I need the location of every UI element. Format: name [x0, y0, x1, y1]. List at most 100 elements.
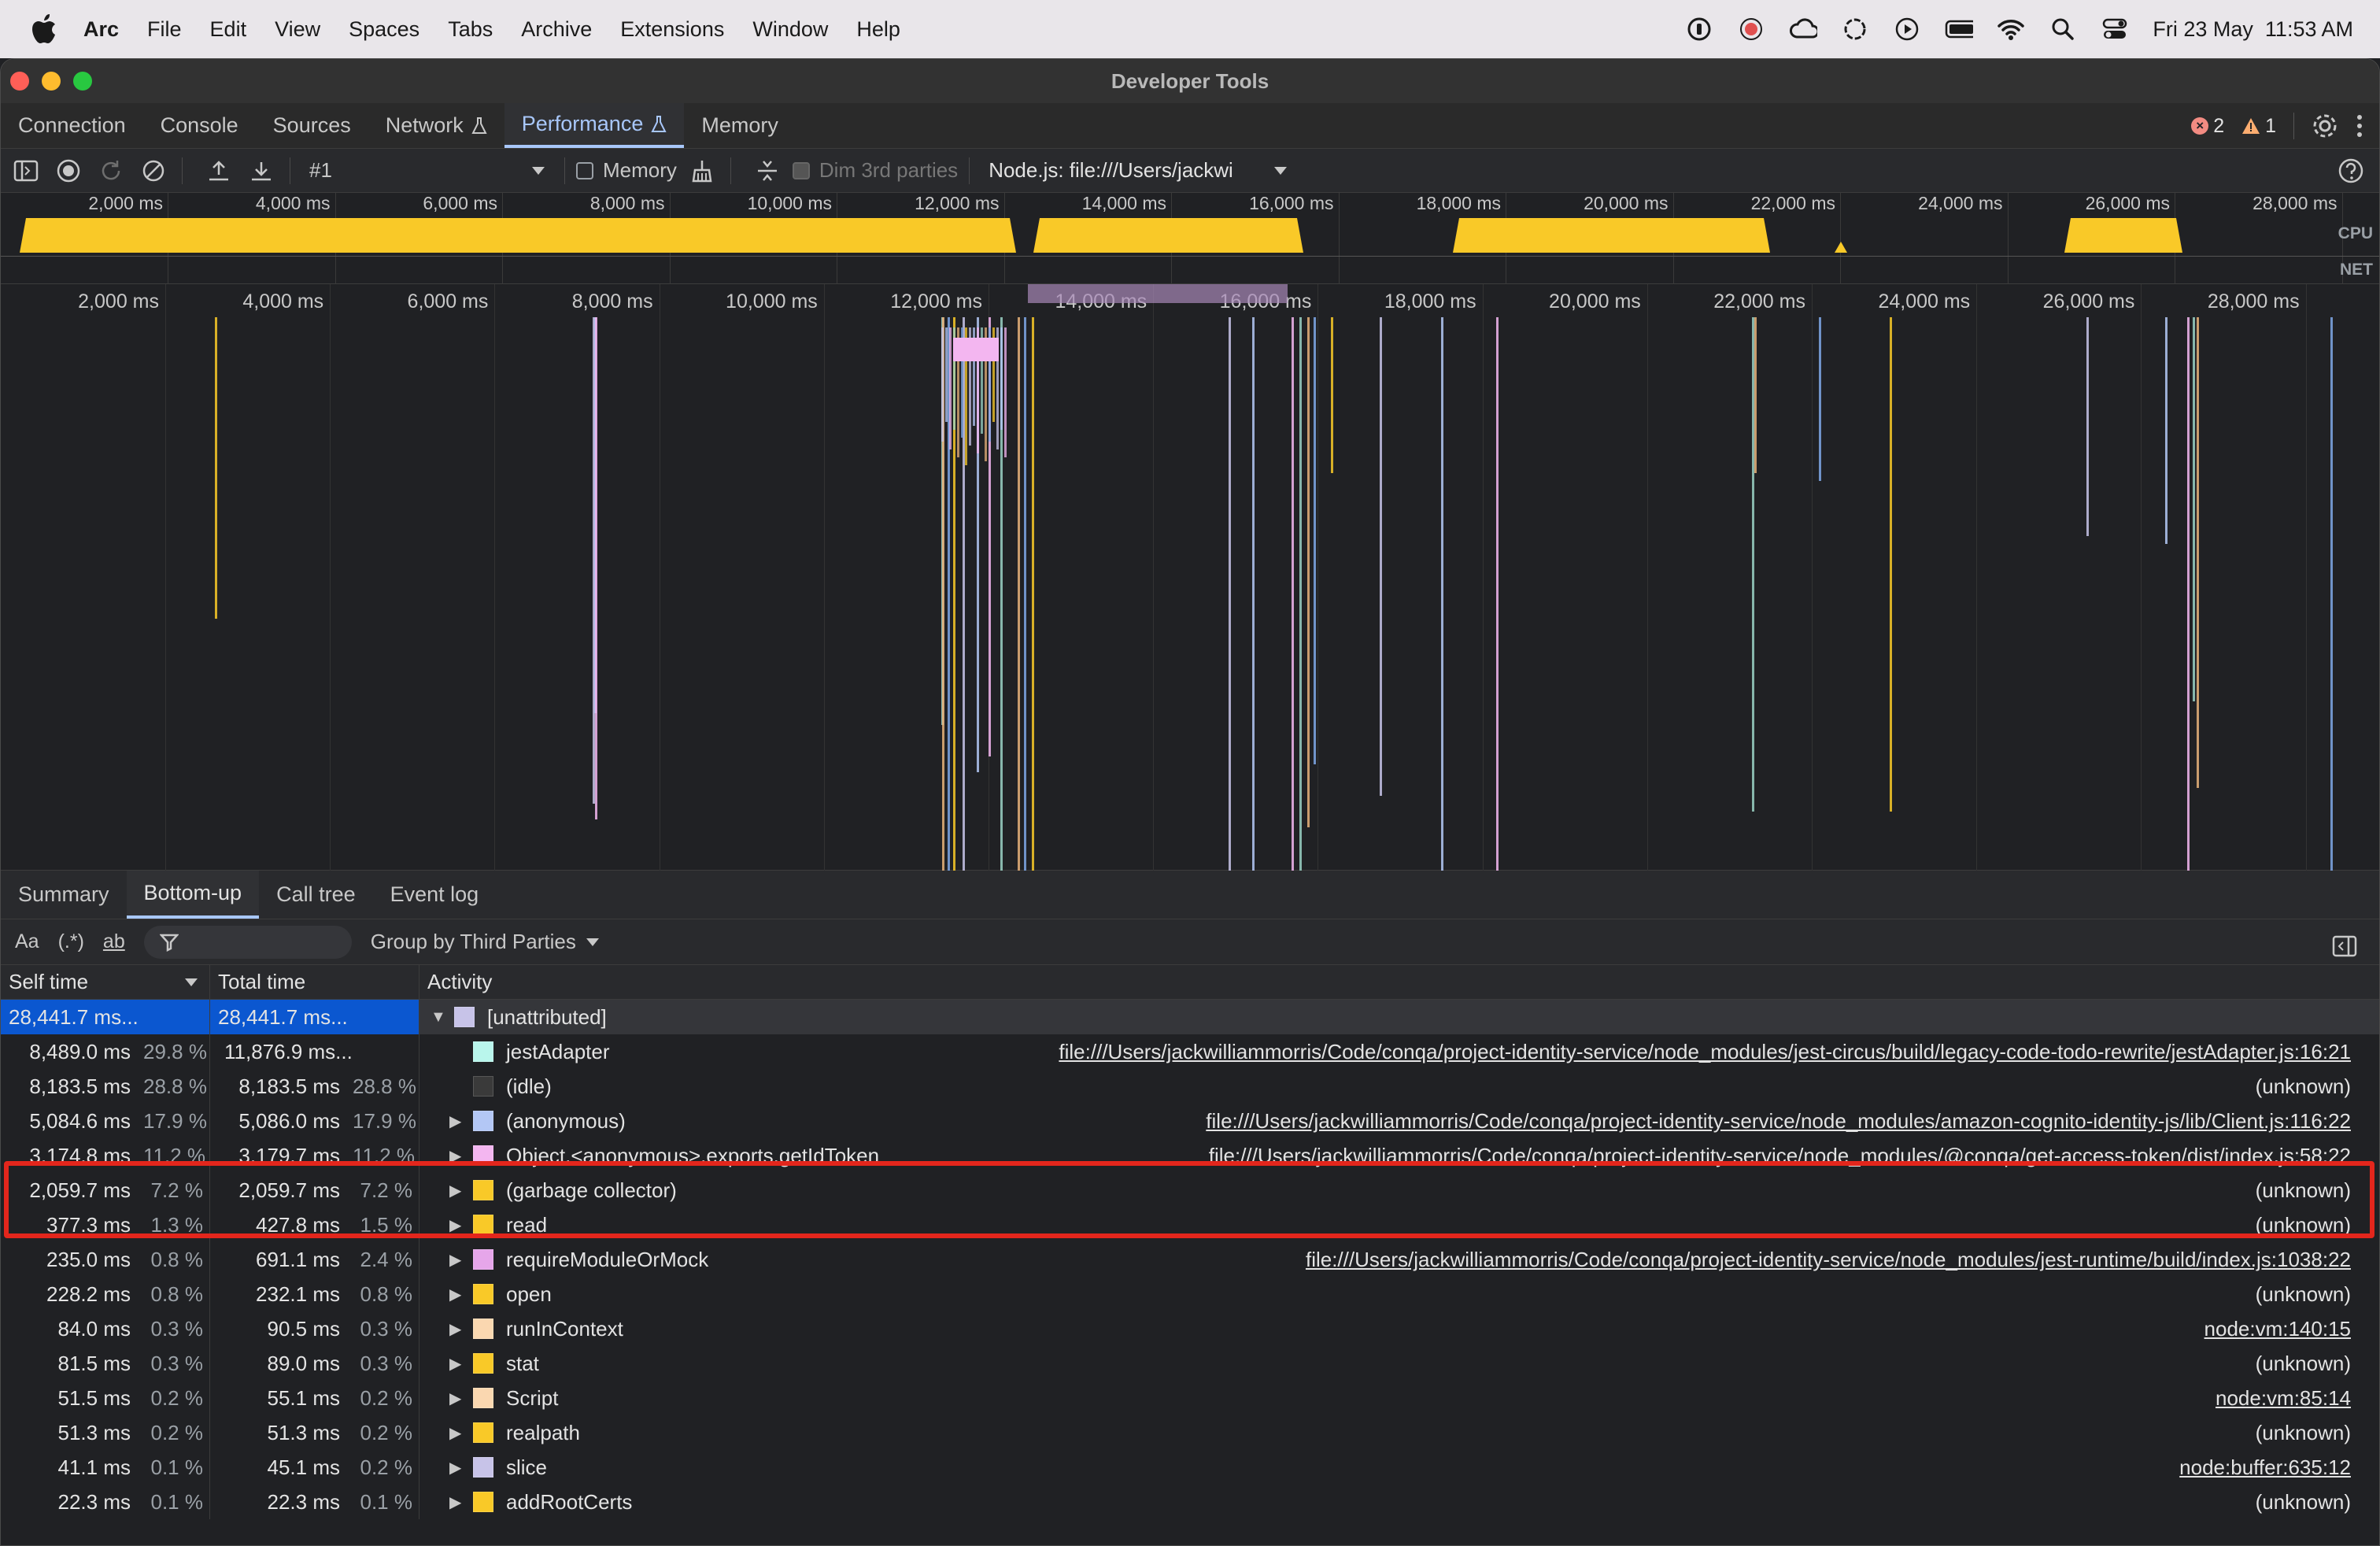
table-row[interactable]: 81.5 ms 0.3 % 89.0 ms 0.3 % ▶ stat (unknown) [1, 1346, 2379, 1381]
minimize-window-button[interactable] [42, 72, 61, 91]
expand-toggle-icon[interactable]: ▶ [449, 1424, 462, 1442]
password-manager-icon[interactable] [1685, 15, 1713, 43]
expand-toggle-icon[interactable]: ▶ [449, 1389, 462, 1407]
tab-performance[interactable]: Performance [504, 103, 685, 148]
chatgpt-icon[interactable] [1841, 15, 1869, 43]
source-link[interactable]: file:///Users/jackwilliammorris/Code/con… [1059, 1039, 2351, 1063]
zoom-window-button[interactable] [73, 72, 92, 91]
main-flame-chart[interactable]: 2,000 ms 4,000 ms 6,000 ms 8,000 ms 10,000 m… [1, 284, 2379, 871]
tab-network[interactable]: Network [368, 103, 504, 148]
table-row[interactable]: 8,183.5 ms 28.8 % 8,183.5 ms 28.8 % (idle) (u… [1, 1069, 2379, 1104]
wifi-icon[interactable] [1997, 15, 2025, 43]
target-select[interactable]: Node.js: file:///Users/jackwi [981, 158, 1295, 183]
flame-event [1252, 317, 1255, 871]
source-link[interactable]: node:buffer:635:12 [2179, 1455, 2351, 1479]
memory-checkbox[interactable]: Memory [576, 158, 677, 183]
source-link[interactable]: file:///Users/jackwilliammorris/Code/con… [1206, 1108, 2351, 1133]
menu-extensions[interactable]: Extensions [620, 17, 725, 41]
expand-toggle-icon[interactable]: ▶ [449, 1147, 462, 1165]
tab-bottom-up[interactable]: Bottom-up [126, 871, 260, 919]
menu-help[interactable]: Help [856, 17, 900, 41]
source-link[interactable]: file:///Users/jackwilliammorris/Code/con… [1208, 1143, 2351, 1167]
tab-event-log[interactable]: Event log [390, 882, 479, 906]
whole-word-button[interactable]: ab [102, 930, 125, 952]
menu-view[interactable]: View [275, 17, 321, 41]
menu-tabs[interactable]: Tabs [448, 17, 493, 41]
menu-edit[interactable]: Edit [209, 17, 247, 41]
expand-toggle-icon[interactable]: ▶ [449, 1285, 462, 1304]
tab-memory[interactable]: Memory [684, 103, 796, 148]
apple-icon[interactable] [28, 13, 60, 45]
toggle-details-sidebar-button[interactable] [2327, 929, 2362, 963]
table-row[interactable]: 235.0 ms 0.8 % 691.1 ms 2.4 % ▶ requireModule… [1, 1242, 2379, 1277]
tab-call-tree[interactable]: Call tree [276, 882, 356, 906]
save-profile-button[interactable] [244, 153, 279, 188]
source-link[interactable]: file:///Users/jackwilliammorris/Code/con… [1305, 1247, 2351, 1271]
tab-summary[interactable]: Summary [18, 882, 109, 906]
tab-sources[interactable]: Sources [256, 103, 368, 148]
table-row[interactable]: 5,084.6 ms 17.9 % 5,086.0 ms 17.9 % ▶ (anonym… [1, 1104, 2379, 1138]
self-time-header[interactable]: Self time [1, 964, 210, 1000]
expand-toggle-icon[interactable]: ▶ [449, 1251, 462, 1269]
total-time-value: 691.1 ms [256, 1247, 340, 1271]
activity-header[interactable]: Activity [419, 965, 2379, 1000]
record-button[interactable] [51, 153, 86, 188]
reload-record-button[interactable] [94, 153, 128, 188]
match-case-button[interactable]: Aa [15, 930, 39, 952]
source-link[interactable]: node:vm:140:15 [2204, 1316, 2351, 1341]
expand-toggle-icon[interactable]: ▼ [431, 1008, 446, 1026]
settings-gear-icon[interactable] [2312, 113, 2338, 139]
table-row[interactable]: 51.3 ms 0.2 % 51.3 ms 0.2 % ▶ realpath (unknow… [1, 1415, 2379, 1450]
play-icon[interactable] [1893, 15, 1921, 43]
control-center-icon[interactable] [2101, 15, 2129, 43]
record-icon[interactable] [1737, 15, 1765, 43]
menu-app[interactable]: Arc [83, 17, 120, 41]
total-time-header[interactable]: Total time [210, 964, 419, 1000]
menu-window[interactable]: Window [752, 17, 829, 41]
datetime[interactable]: Fri 23 May 11:53 AM [2153, 17, 2353, 41]
search-icon[interactable] [2049, 15, 2077, 43]
group-by-select[interactable]: Group by Third Parties [371, 930, 600, 954]
expand-toggle-icon[interactable]: ▶ [449, 1320, 462, 1338]
expand-toggle-icon[interactable]: ▶ [449, 1355, 462, 1373]
regex-button[interactable]: (.*) [57, 930, 84, 952]
table-row[interactable]: 22.3 ms 0.1 % 22.3 ms 0.1 % ▶ addRootCerts (un… [1, 1485, 2379, 1519]
error-count-badge[interactable]: × 2 [2191, 115, 2224, 138]
expand-toggle-icon[interactable]: ▶ [449, 1493, 462, 1511]
table-row[interactable]: 2,059.7 ms 7.2 % 2,059.7 ms 7.2 % ▶ (garbage … [1, 1173, 2379, 1208]
tab-console[interactable]: Console [143, 103, 256, 148]
table-row[interactable]: 3,174.8 ms 11.2 % 3,179.7 ms 11.2 % ▶ Object.… [1, 1138, 2379, 1173]
table-row[interactable]: 377.3 ms 1.3 % 427.8 ms 1.5 % ▶ read (unknown) [1, 1208, 2379, 1242]
table-row[interactable]: 51.5 ms 0.2 % 55.1 ms 0.2 % ▶ Script node:vm:8… [1, 1381, 2379, 1415]
collapse-tracks-button[interactable] [750, 153, 785, 188]
tab-connection[interactable]: Connection [1, 103, 143, 148]
table-row[interactable]: 84.0 ms 0.3 % 90.5 ms 0.3 % ▶ runInContext nod… [1, 1311, 2379, 1346]
filter-input[interactable] [143, 925, 352, 959]
cloud-sync-icon[interactable] [1789, 15, 1818, 43]
clear-button[interactable] [136, 153, 171, 188]
garbage-collect-button[interactable] [685, 153, 719, 188]
table-row[interactable]: 41.1 ms 0.1 % 45.1 ms 0.2 % ▶ slice node:buffe… [1, 1450, 2379, 1485]
help-button[interactable] [2334, 153, 2368, 188]
more-options-icon[interactable] [2356, 113, 2363, 139]
warning-count-badge[interactable]: 1 [2241, 115, 2276, 138]
source-link[interactable]: node:vm:85:14 [2215, 1385, 2351, 1410]
expand-toggle-icon[interactable]: ▶ [449, 1459, 462, 1477]
toggle-sidebar-button[interactable] [9, 153, 43, 188]
table-row[interactable]: 228.2 ms 0.8 % 232.1 ms 0.8 % ▶ open (unknown) [1, 1277, 2379, 1311]
menu-file[interactable]: File [147, 17, 182, 41]
menu-spaces[interactable]: Spaces [349, 17, 420, 41]
table-row[interactable]: 28,441.7 ms... 28,441.7 ms... ▼ [unattribut… [1, 1000, 2379, 1034]
expand-toggle-icon[interactable]: ▶ [449, 1112, 462, 1130]
load-profile-button[interactable] [201, 153, 236, 188]
timeline-overview[interactable]: 2,000 ms 4,000 ms 6,000 ms 8,000 ms 10,000 m… [1, 193, 2379, 284]
category-color-swatch [473, 1249, 493, 1270]
expand-toggle-icon[interactable]: ▶ [449, 1182, 462, 1200]
table-row[interactable]: 8,489.0 ms 29.8 % 11,876.9 ms... jestAdapte… [1, 1034, 2379, 1069]
recording-select[interactable]: #1 [301, 158, 553, 183]
close-window-button[interactable] [10, 72, 29, 91]
battery-icon[interactable] [1945, 15, 1974, 43]
expand-toggle-icon[interactable]: ▶ [449, 1216, 462, 1234]
dim-third-parties-checkbox[interactable]: Dim 3rd parties [792, 158, 958, 183]
menu-archive[interactable]: Archive [521, 17, 593, 41]
